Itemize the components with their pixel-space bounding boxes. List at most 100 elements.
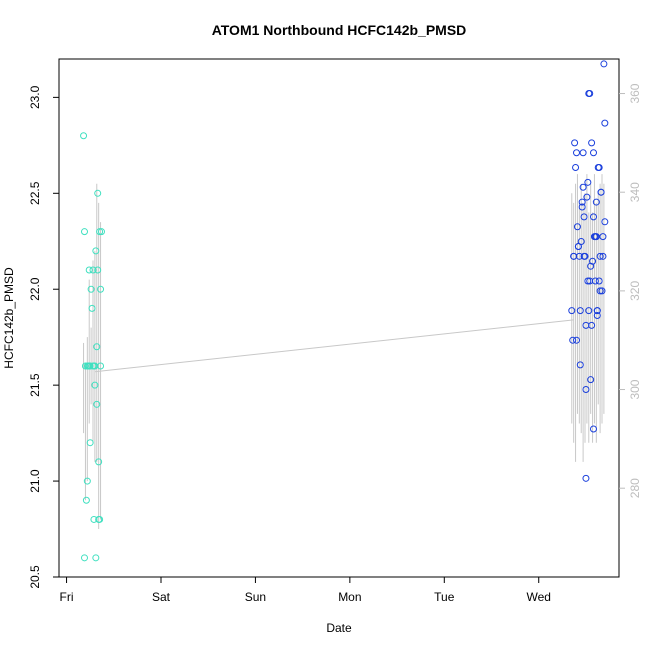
data-point	[590, 149, 598, 157]
data-point	[584, 178, 592, 186]
x-tick-label: Tue	[434, 590, 455, 604]
data-point	[590, 425, 598, 433]
y-axis: 20.5 21.0 21.5 22.0 22.5 23.0	[28, 85, 60, 589]
data-point	[92, 554, 100, 562]
y2-tick-label: 340	[628, 182, 642, 202]
data-point	[97, 362, 105, 370]
data-point	[95, 458, 103, 466]
data-point	[582, 321, 590, 329]
data-point	[578, 198, 586, 206]
data-point	[592, 233, 600, 241]
data-point	[97, 285, 105, 293]
vertical-ranges	[83, 174, 605, 530]
y-tick-label: 22.5	[28, 181, 42, 205]
data-point	[87, 285, 95, 293]
data-point	[596, 252, 604, 260]
data-point	[595, 277, 603, 285]
x-tick-label: Wed	[526, 590, 550, 604]
data-point	[96, 515, 104, 523]
data-point	[570, 252, 578, 260]
y-tick-label: 22.0	[28, 277, 42, 301]
plot-frame	[58, 58, 620, 578]
data-point	[596, 287, 604, 295]
data-point	[94, 189, 102, 197]
data-point	[94, 266, 102, 274]
data-point	[89, 266, 97, 274]
data-point	[600, 60, 608, 68]
data-point	[571, 139, 579, 147]
y2-tick-label: 280	[628, 478, 642, 498]
data-point	[585, 307, 593, 315]
data-point	[574, 242, 582, 250]
data-point	[91, 381, 99, 389]
data-point	[591, 277, 599, 285]
data-point	[89, 362, 97, 370]
data-point	[573, 223, 581, 231]
data-point	[80, 554, 88, 562]
x-tick-label: Mon	[338, 590, 361, 604]
data-point	[590, 213, 598, 221]
y-tick-label: 20.5	[28, 565, 42, 589]
y2-tick-label: 360	[628, 83, 642, 103]
data-point	[585, 90, 593, 98]
x-axis-label: Date	[326, 621, 352, 635]
data-point	[576, 307, 584, 315]
y-tick-label: 23.0	[28, 85, 42, 109]
data-point	[86, 439, 94, 447]
y-tick-label: 21.0	[28, 469, 42, 493]
data-point	[579, 149, 587, 157]
data-point	[92, 247, 100, 255]
data-point	[572, 164, 580, 172]
data-point	[580, 252, 588, 260]
data-point	[593, 307, 601, 315]
data-point	[83, 477, 91, 485]
data-point	[599, 233, 607, 241]
data-point	[96, 228, 104, 236]
y2-tick-label: 300	[628, 379, 642, 399]
data-point	[597, 188, 605, 196]
data-point	[93, 343, 101, 351]
data-point	[80, 228, 88, 236]
data-point	[582, 474, 590, 482]
data-point	[576, 361, 584, 369]
data-point	[579, 183, 587, 191]
data-point	[578, 203, 586, 211]
data-point	[598, 287, 606, 295]
data-point	[568, 307, 576, 315]
data-point	[582, 386, 590, 394]
data-point	[584, 277, 592, 285]
data-point	[580, 213, 588, 221]
data-point	[97, 228, 105, 236]
data-point	[82, 496, 90, 504]
x-tick-label: Fri	[60, 590, 74, 604]
data-point	[601, 119, 609, 127]
data-point	[93, 400, 101, 408]
data-point	[599, 252, 607, 260]
y-axis-label: HCFC142b_PMSD	[2, 267, 16, 369]
data-point	[85, 266, 93, 274]
y-tick-label: 21.5	[28, 373, 42, 397]
y2-tick-label: 320	[628, 281, 642, 301]
scatter-points	[80, 60, 609, 562]
data-point	[587, 376, 595, 384]
data-point	[569, 336, 577, 344]
data-point	[592, 198, 600, 206]
data-point	[601, 218, 609, 226]
data-point	[80, 132, 88, 140]
x-axis: Fri Sat Sun Mon Tue Wed	[60, 576, 551, 604]
data-point	[593, 312, 601, 320]
data-point	[88, 304, 96, 312]
data-point	[583, 193, 591, 201]
data-point	[81, 362, 89, 370]
x-tick-label: Sat	[152, 590, 171, 604]
y2-axis: 280 300 320 340 360	[619, 83, 642, 498]
x-tick-label: Sun	[245, 590, 266, 604]
data-point	[573, 149, 581, 157]
data-point	[595, 164, 603, 172]
chart-title: ATOM1 Northbound HCFC142b_PMSD	[212, 22, 467, 38]
data-point	[588, 321, 596, 329]
data-point	[573, 336, 581, 344]
data-point	[588, 139, 596, 147]
data-point	[587, 262, 595, 270]
